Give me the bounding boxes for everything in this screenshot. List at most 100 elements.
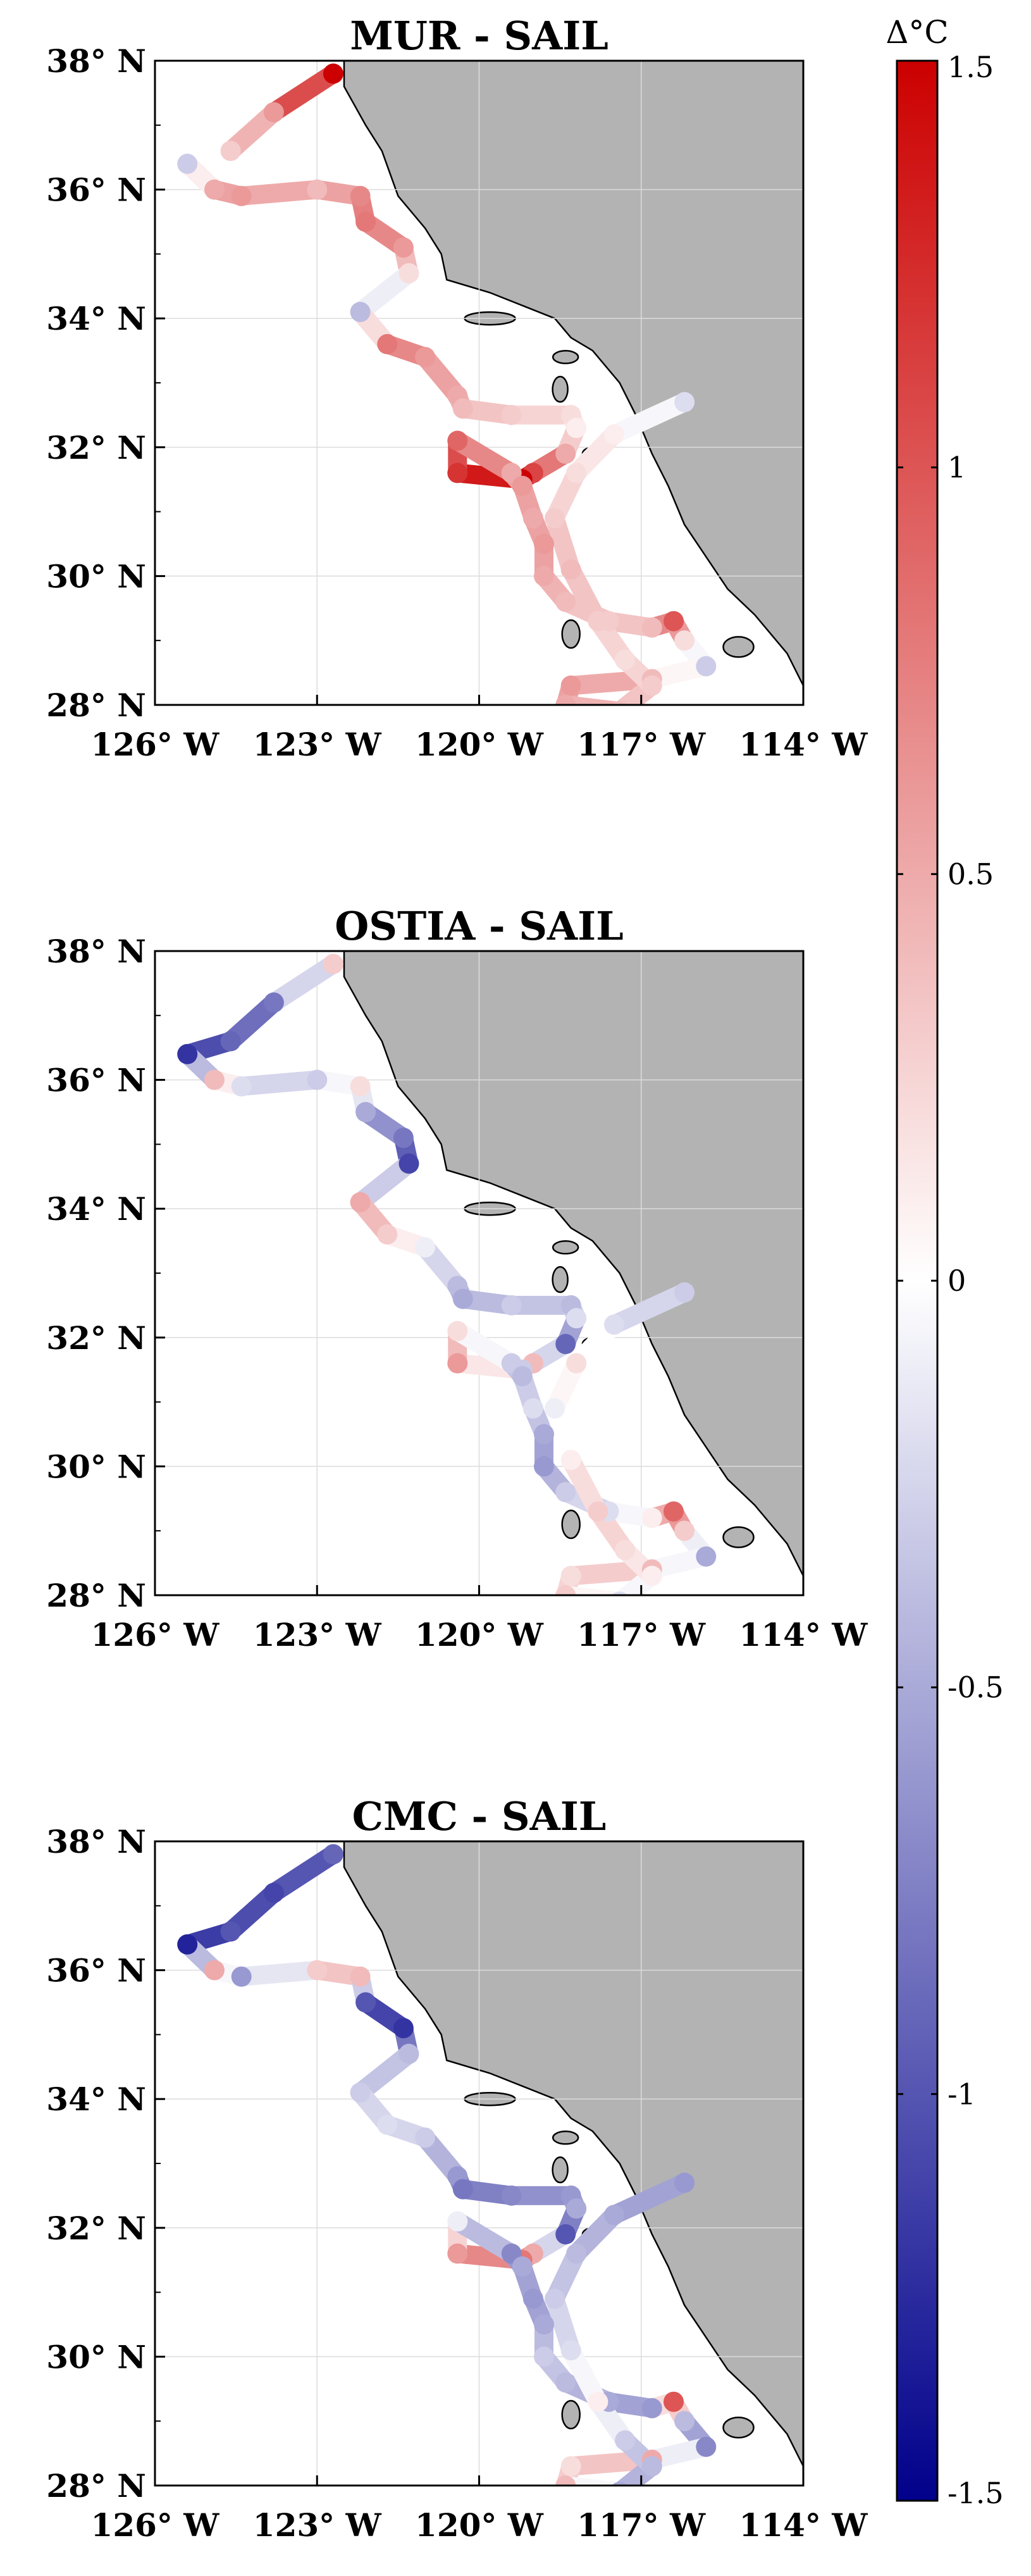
track-point xyxy=(323,1844,343,1865)
y-tick-label: 28° N xyxy=(46,687,146,724)
track-point xyxy=(545,507,565,528)
colorbar-label: Δ°C xyxy=(886,14,948,51)
track-point xyxy=(447,430,468,451)
track-point xyxy=(664,611,684,632)
island xyxy=(561,2399,581,2430)
track-point xyxy=(398,1153,419,1174)
track-point xyxy=(263,992,284,1013)
track-point xyxy=(204,1069,225,1090)
island xyxy=(722,1526,755,1548)
track-point xyxy=(415,347,436,368)
island xyxy=(552,350,579,364)
x-tick-label: 123° W xyxy=(253,2506,382,2544)
track-point xyxy=(177,1043,198,1064)
track-point xyxy=(355,1992,376,2013)
track-segment xyxy=(448,2212,521,2263)
track-point xyxy=(393,1128,414,1148)
track-segment xyxy=(350,263,419,321)
island xyxy=(722,2417,755,2439)
x-tick-label: 114° W xyxy=(739,1616,868,1653)
track-segment xyxy=(556,2476,627,2486)
track-point xyxy=(377,333,398,354)
island xyxy=(561,1509,581,1540)
track-point xyxy=(555,592,576,613)
track-point xyxy=(560,675,581,696)
track-segment xyxy=(605,392,695,444)
island xyxy=(722,636,755,658)
track-point xyxy=(398,2043,419,2064)
track-point xyxy=(566,2243,587,2264)
y-tick-label: 36° N xyxy=(46,1062,146,1099)
y-tick-label: 30° N xyxy=(46,1448,146,1485)
track-point xyxy=(560,1450,581,1471)
track-point xyxy=(512,2256,533,2277)
track-segment xyxy=(232,1070,327,1096)
map-panels: MUR - SAIL 126° W 123° W 120° W 117° W 114° W… xyxy=(46,13,868,2544)
track-point xyxy=(555,695,576,705)
track-point xyxy=(377,2114,398,2135)
track-point xyxy=(452,398,473,419)
track-segment xyxy=(350,1154,419,1212)
track-point xyxy=(501,2185,522,2206)
track-point xyxy=(696,2436,717,2457)
track-segment xyxy=(605,2173,695,2225)
track-point xyxy=(393,2018,414,2039)
x-tick-label: 114° W xyxy=(739,726,868,763)
track-point xyxy=(522,2288,543,2309)
y-tick-label: 30° N xyxy=(46,557,146,595)
track-point xyxy=(204,1960,225,1981)
track-segment xyxy=(264,1845,343,1903)
track-point xyxy=(534,2314,554,2335)
island xyxy=(552,375,569,403)
island xyxy=(552,1240,579,1255)
y-tick-label: 32° N xyxy=(46,429,146,466)
track-point xyxy=(555,1482,576,1503)
track-point xyxy=(560,1565,581,1586)
track-point xyxy=(566,2198,587,2219)
track-point xyxy=(641,2398,662,2418)
track-point xyxy=(447,2211,468,2232)
panel-title: OSTIA - SAIL xyxy=(335,903,623,949)
y-tick-label: 34° N xyxy=(46,300,146,337)
track-point xyxy=(393,237,414,258)
track-point xyxy=(350,2082,371,2103)
y-tick-label: 38° N xyxy=(46,1823,146,1860)
track-point xyxy=(641,675,662,696)
track-point xyxy=(204,179,225,200)
track-point xyxy=(398,263,419,283)
track-point xyxy=(545,2288,565,2309)
track-point xyxy=(555,1585,576,1595)
island xyxy=(561,619,581,649)
y-tick-label: 30° N xyxy=(46,2338,146,2375)
track-point xyxy=(452,1288,473,1309)
track-point xyxy=(350,185,371,206)
track-point xyxy=(555,2372,576,2393)
track-point xyxy=(452,2179,473,2200)
track-point xyxy=(588,611,608,632)
x-tick-label: 126° W xyxy=(91,726,220,763)
track-point xyxy=(555,2224,576,2244)
y-tick-label: 28° N xyxy=(46,2467,146,2504)
track-point xyxy=(604,1314,624,1335)
track-point xyxy=(641,2456,662,2477)
island xyxy=(552,2156,569,2184)
track-point xyxy=(545,1398,565,1419)
track-point xyxy=(447,1353,468,1374)
track-segment xyxy=(232,180,327,206)
track-point xyxy=(674,1282,695,1303)
land-mass xyxy=(343,951,803,1577)
x-tick-label: 120° W xyxy=(415,726,544,763)
track-point xyxy=(350,302,371,322)
track-point xyxy=(355,211,376,232)
track-point xyxy=(447,1321,468,1341)
track-point xyxy=(555,2475,576,2486)
island xyxy=(552,1266,569,1293)
colorbar-tick-label: 1 xyxy=(948,451,966,485)
colorbar-tick-label: -1 xyxy=(948,2077,976,2111)
y-tick-label: 28° N xyxy=(46,1577,146,1614)
track-point xyxy=(566,1353,587,1374)
track-point xyxy=(177,153,198,174)
track-point xyxy=(604,2205,624,2225)
track-segment xyxy=(448,1321,521,1373)
